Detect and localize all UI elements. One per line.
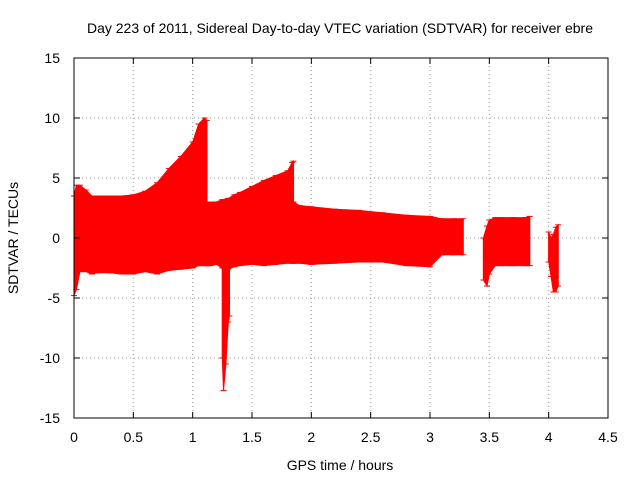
x-axis-label: GPS time / hours <box>287 457 394 473</box>
x-tick-label: 2.5 <box>361 429 381 445</box>
y-tick-label: 10 <box>44 110 60 126</box>
chart-title: Day 223 of 2011, Sidereal Day-to-day VTE… <box>87 20 593 36</box>
x-tick-label: 1 <box>189 429 197 445</box>
y-tick-label: 15 <box>44 50 60 66</box>
axis-ticks: 0 0.5 1 1.5 2 2.5 3 3.5 4 4.5 -15 -10 -5 0 5 10 15 <box>40 50 618 445</box>
y-tick-label: -10 <box>40 350 60 366</box>
x-tick-label: 0 <box>70 429 78 445</box>
x-tick-label: 3.5 <box>480 429 500 445</box>
x-tick-label: 4 <box>545 429 553 445</box>
x-tick-label: 1.5 <box>242 429 262 445</box>
x-tick-label: 2 <box>307 429 315 445</box>
y-tick-label: -15 <box>40 410 60 426</box>
y-tick-label: -5 <box>48 290 61 306</box>
y-tick-label: 5 <box>52 170 60 186</box>
x-tick-label: 4.5 <box>598 429 618 445</box>
x-tick-label: 0.5 <box>124 429 144 445</box>
y-tick-label: 0 <box>52 230 60 246</box>
x-tick-label: 3 <box>426 429 434 445</box>
data-series <box>71 117 562 391</box>
y-axis-label: SDTVAR / TECUs <box>5 182 21 294</box>
